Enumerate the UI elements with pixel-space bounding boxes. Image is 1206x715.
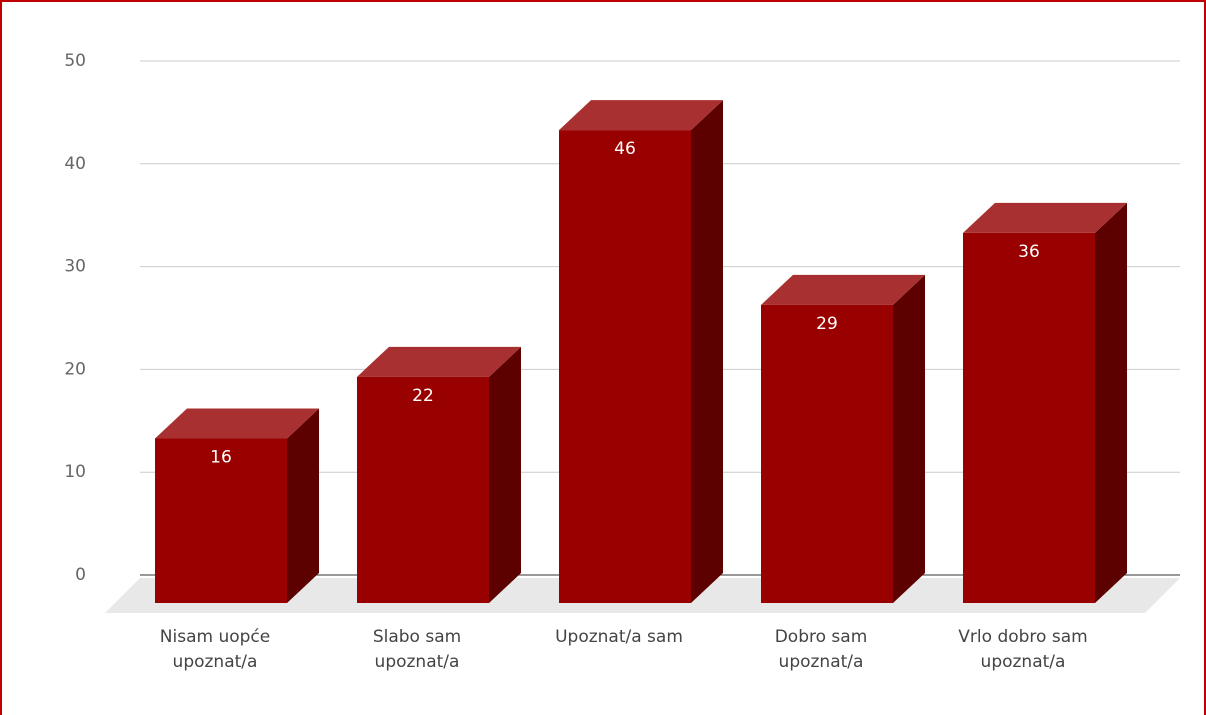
- y-tick-label: 20: [64, 359, 86, 379]
- bar-side: [691, 100, 723, 604]
- bar: [357, 376, 489, 603]
- y-tick-label: 40: [64, 154, 86, 174]
- x-tick-label: Nisam uopće upoznat/a: [159, 627, 271, 672]
- bar: [963, 232, 1095, 604]
- bar-top: [155, 408, 319, 439]
- bar-top: [963, 202, 1127, 233]
- y-tick-label: 0: [75, 565, 86, 585]
- bar-side: [893, 274, 925, 603]
- y-tick-label: 10: [64, 462, 86, 482]
- bar-side: [489, 346, 521, 603]
- value-label: 29: [816, 314, 838, 334]
- bar-side: [1095, 202, 1127, 604]
- x-tick-label: Dobro sam upoznat/a: [774, 627, 868, 672]
- x-tick-label: Slabo sam upoznat/a: [372, 627, 462, 672]
- x-tick-label: Upoznat/a sam: [555, 627, 683, 647]
- bar: [559, 130, 691, 603]
- value-label: 22: [412, 386, 434, 406]
- value-label: 36: [1018, 242, 1040, 262]
- value-label: 46: [614, 139, 636, 159]
- y-tick-label: 30: [64, 257, 86, 277]
- bar-side: [287, 408, 319, 603]
- y-tick-label: 50: [64, 51, 86, 71]
- bar-top: [357, 346, 521, 377]
- value-label: 16: [210, 448, 232, 468]
- bar-top: [559, 100, 723, 131]
- bar: [155, 438, 287, 603]
- bar-top: [761, 274, 925, 305]
- bar: [761, 304, 893, 603]
- x-tick-label: Vrlo dobro sam upoznat/a: [958, 627, 1088, 672]
